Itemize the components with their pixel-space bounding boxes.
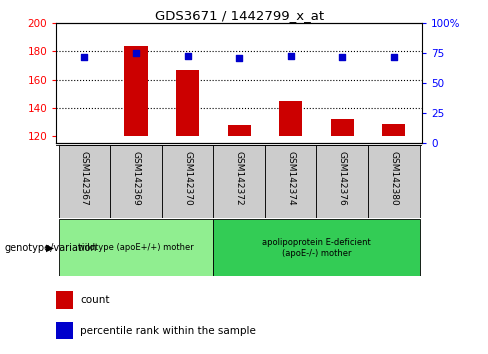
Text: GSM142380: GSM142380	[389, 151, 398, 206]
Bar	[176, 70, 199, 136]
Text: GSM142369: GSM142369	[132, 151, 141, 206]
Bar	[279, 101, 302, 136]
Text: GSM142374: GSM142374	[286, 151, 295, 206]
Bar	[56, 291, 73, 309]
Point	[81, 54, 88, 59]
FancyBboxPatch shape	[59, 219, 213, 276]
Bar	[56, 322, 73, 339]
FancyBboxPatch shape	[213, 219, 420, 276]
Point	[132, 50, 140, 56]
FancyBboxPatch shape	[213, 145, 265, 218]
Text: count: count	[80, 295, 109, 305]
FancyBboxPatch shape	[110, 145, 162, 218]
Point	[390, 54, 398, 59]
Title: GDS3671 / 1442799_x_at: GDS3671 / 1442799_x_at	[155, 9, 324, 22]
Text: GSM142376: GSM142376	[338, 151, 346, 206]
FancyBboxPatch shape	[368, 145, 420, 218]
Text: genotype/variation: genotype/variation	[5, 243, 98, 253]
Bar	[227, 125, 251, 136]
Bar	[331, 119, 354, 136]
Text: apolipoprotein E-deficient
(apoE-/-) mother: apolipoprotein E-deficient (apoE-/-) mot…	[262, 238, 371, 257]
Point	[287, 53, 295, 58]
FancyBboxPatch shape	[316, 145, 368, 218]
FancyBboxPatch shape	[265, 145, 316, 218]
Text: wildtype (apoE+/+) mother: wildtype (apoE+/+) mother	[78, 243, 194, 252]
Text: GSM142367: GSM142367	[80, 151, 89, 206]
Text: GSM142372: GSM142372	[235, 151, 244, 206]
FancyBboxPatch shape	[59, 145, 110, 218]
Point	[338, 54, 346, 59]
FancyBboxPatch shape	[162, 145, 213, 218]
Text: ▶: ▶	[46, 243, 54, 253]
Point	[183, 53, 191, 58]
Text: GSM142370: GSM142370	[183, 151, 192, 206]
Point	[235, 55, 243, 61]
Bar	[124, 46, 148, 136]
Text: percentile rank within the sample: percentile rank within the sample	[80, 326, 256, 336]
Bar	[382, 124, 406, 136]
